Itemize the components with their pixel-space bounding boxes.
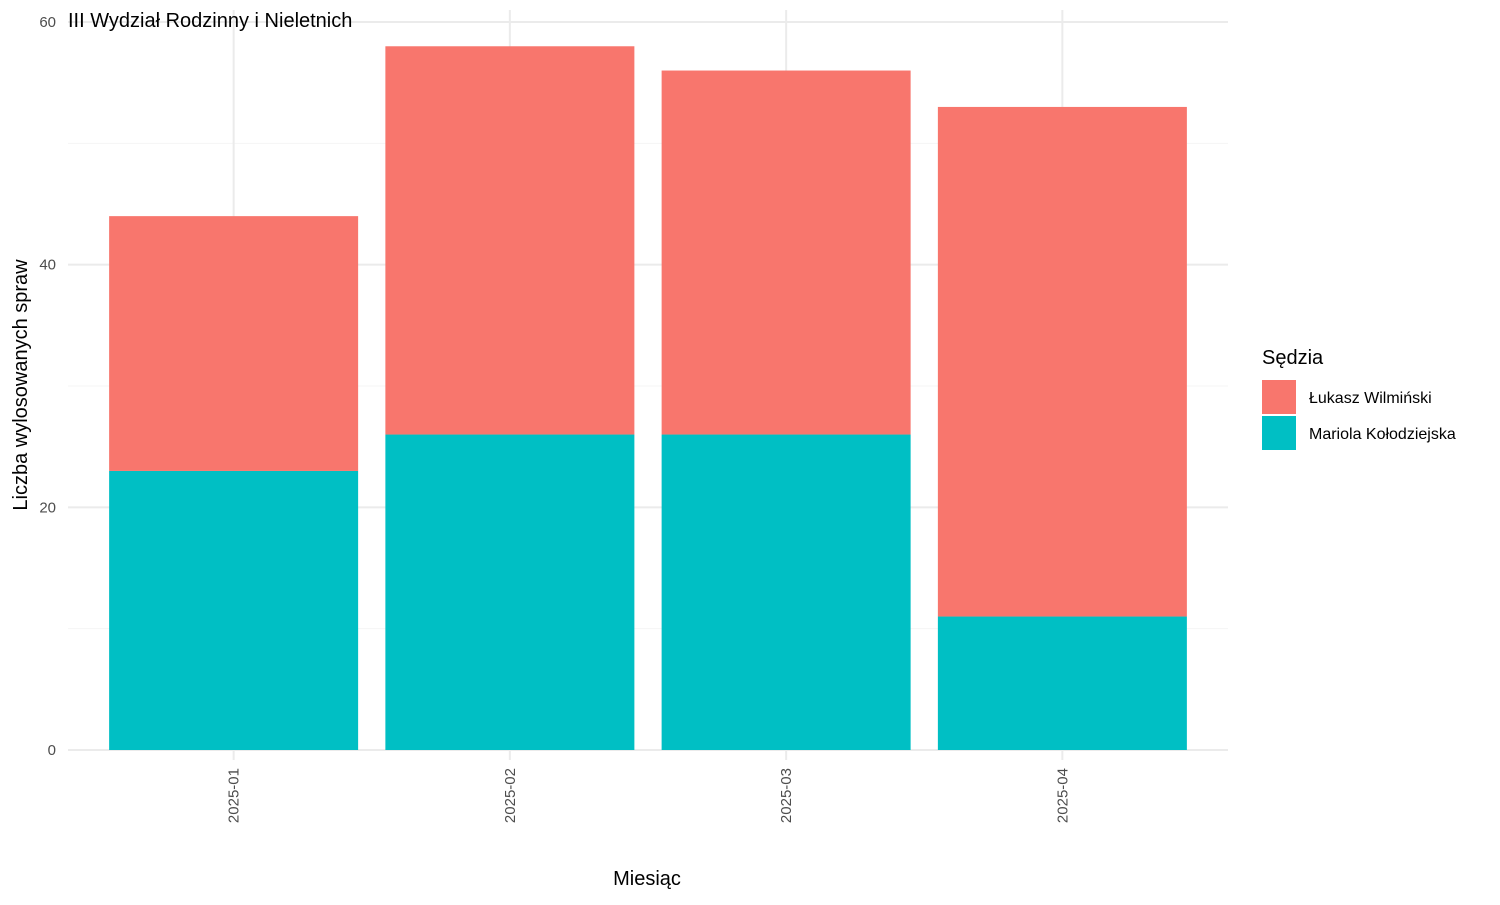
bar-segment	[661, 70, 911, 435]
bar-segment	[385, 46, 635, 435]
bar-segment	[385, 434, 635, 750]
x-tick-label: 2025-03	[778, 768, 795, 823]
legend-label: Mariola Kołodziejska	[1309, 426, 1456, 443]
legend: Sędzia Łukasz Wilmiński Mariola Kołodziej…	[1262, 347, 1456, 450]
legend-swatch	[1262, 416, 1296, 450]
x-tick-label: 2025-01	[226, 768, 243, 823]
y-axis-title: Liczba wylosowanych spraw	[10, 259, 32, 511]
y-axis-ticks: 0 20 40 60	[39, 14, 56, 759]
legend-swatch	[1262, 380, 1296, 414]
chart-title: III Wydział Rodzinny i Nieletnich	[68, 10, 352, 32]
x-tick-label: 2025-02	[502, 768, 519, 823]
x-axis-ticks: 2025-01 2025-02 2025-03 2025-04	[226, 768, 1072, 823]
y-tick-label: 0	[48, 742, 56, 759]
y-tick-label: 20	[39, 499, 56, 516]
bar-segment	[661, 434, 911, 750]
y-tick-label: 60	[39, 14, 56, 31]
y-tick-label: 40	[39, 257, 56, 274]
bar-segment	[937, 616, 1187, 750]
x-tick-label: 2025-04	[1054, 768, 1071, 823]
x-axis-title: Miesiąc	[613, 868, 681, 890]
bars	[109, 46, 1187, 750]
legend-label: Łukasz Wilmiński	[1309, 390, 1432, 407]
bar-segment	[109, 470, 359, 750]
legend-items: Łukasz Wilmiński Mariola Kołodziejska	[1262, 380, 1456, 450]
bar-segment	[937, 106, 1187, 617]
legend-title: Sędzia	[1262, 347, 1324, 369]
bar-segment	[109, 216, 359, 471]
